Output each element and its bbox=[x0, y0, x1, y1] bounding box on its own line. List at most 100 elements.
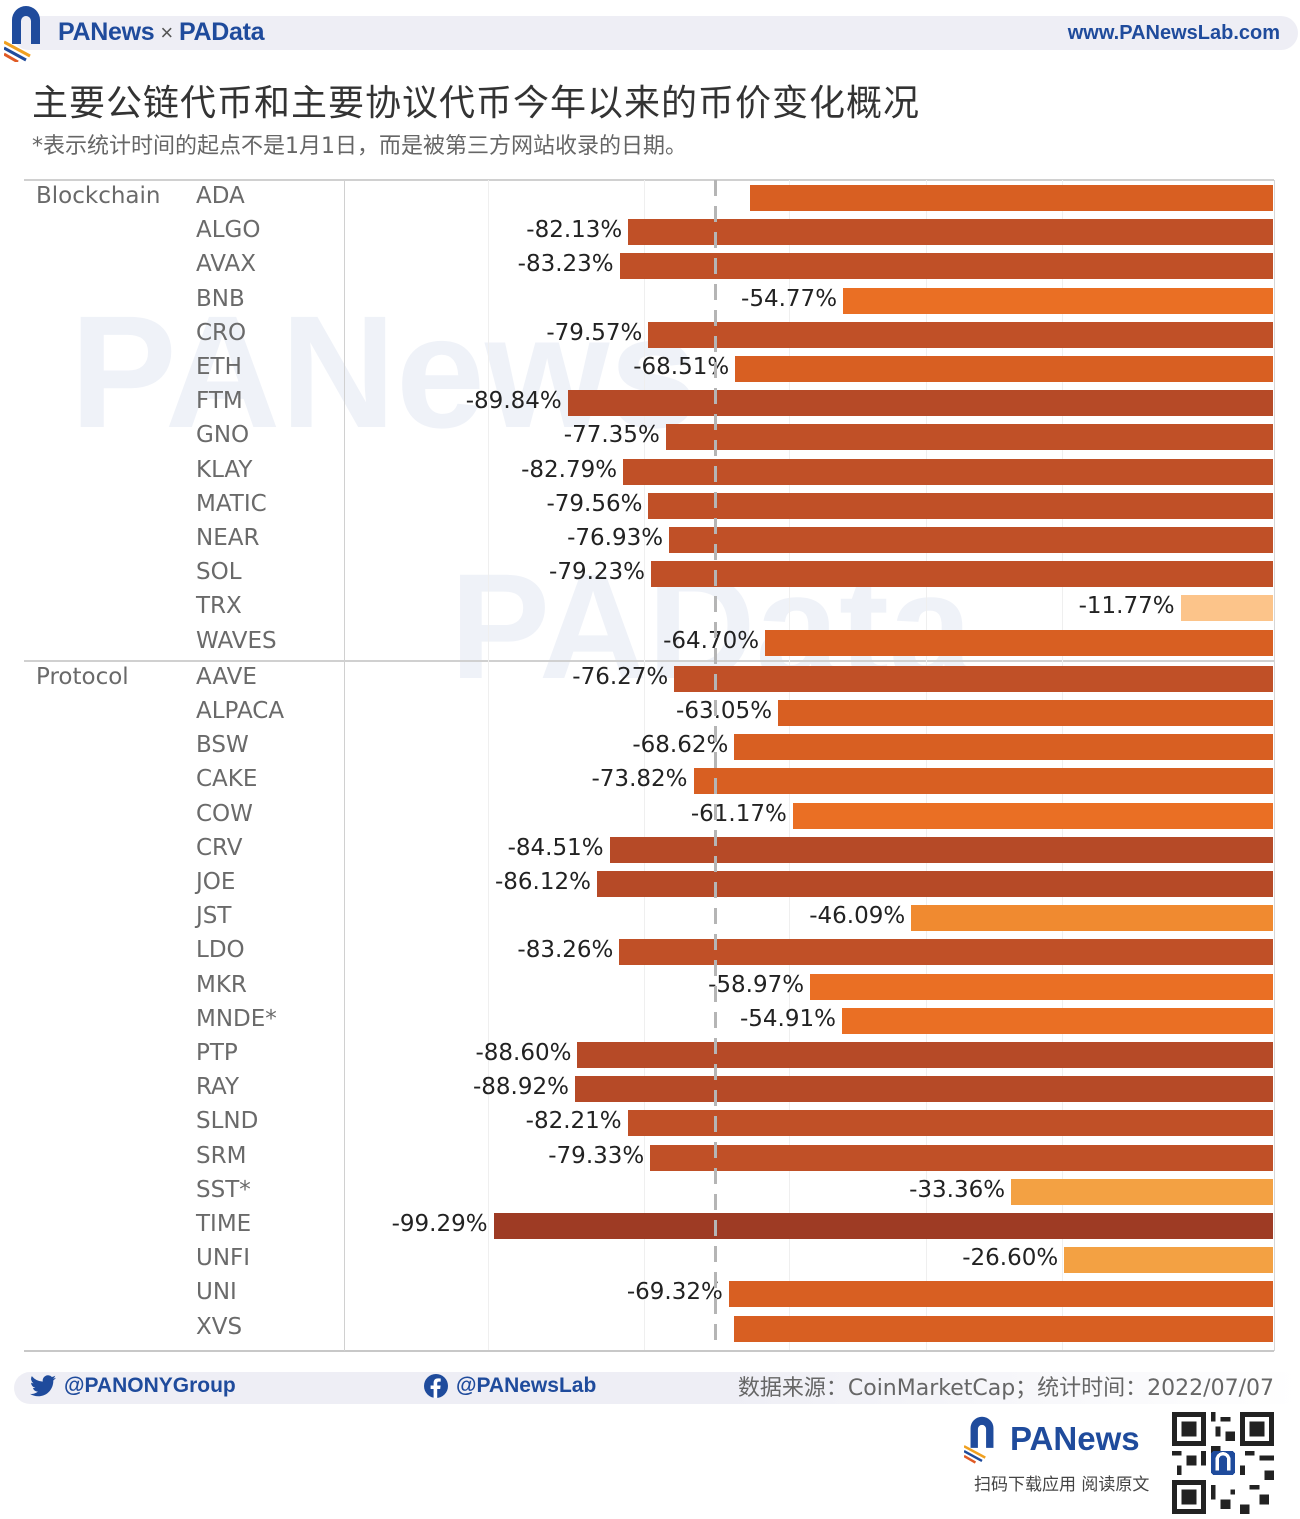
chart-title: 主要公链代币和主要协议代币今年以来的币价变化概况 bbox=[32, 83, 921, 124]
category-label: CRV bbox=[196, 834, 243, 861]
bar-algo[interactable] bbox=[628, 219, 1273, 246]
brand-padata: PAData bbox=[178, 18, 265, 46]
bar-bsw[interactable] bbox=[734, 734, 1273, 761]
value-label: -82.79% bbox=[521, 456, 618, 483]
gridline bbox=[644, 180, 645, 1350]
bar-eth[interactable] bbox=[735, 356, 1273, 382]
bar-bnb[interactable] bbox=[843, 287, 1273, 314]
bar-xvs[interactable] bbox=[733, 1315, 1273, 1342]
category-label: CRO bbox=[196, 319, 247, 346]
category-label: XVS bbox=[196, 1313, 243, 1340]
category-label: ETH bbox=[196, 354, 242, 380]
bar-jst[interactable] bbox=[911, 905, 1273, 932]
bar-near[interactable] bbox=[669, 527, 1273, 553]
value-label: -79.23% bbox=[549, 559, 646, 586]
category-label: WAVES bbox=[196, 627, 277, 654]
facebook-icon bbox=[424, 1374, 448, 1398]
bar-avax[interactable] bbox=[619, 253, 1273, 280]
chart-subtitle: *表示统计时间的起点不是1月1日，而是被第三方网站收录的日期。 bbox=[32, 134, 687, 159]
value-label: -86.12% bbox=[494, 869, 591, 895]
value-label: -84.51% bbox=[507, 834, 604, 861]
qr-code-icon[interactable] bbox=[1172, 1412, 1274, 1514]
bar-cake[interactable] bbox=[693, 768, 1273, 795]
bar-gno[interactable] bbox=[665, 424, 1273, 451]
category-label: ADA bbox=[196, 183, 245, 209]
category-label: KLAY bbox=[196, 456, 253, 483]
value-label: -79.33% bbox=[548, 1142, 645, 1169]
bar-sst[interactable] bbox=[1011, 1178, 1273, 1205]
download-cta: 扫码下载应用 阅读原文 bbox=[974, 1475, 1150, 1495]
bar-cow[interactable] bbox=[792, 802, 1273, 829]
footer-bar bbox=[14, 1372, 1300, 1404]
bar-joe[interactable] bbox=[596, 871, 1273, 897]
bar-time[interactable] bbox=[493, 1213, 1273, 1239]
bar-klay[interactable] bbox=[623, 458, 1273, 485]
category-label: RAY bbox=[196, 1074, 240, 1101]
facebook-handle-text: @PANewsLab bbox=[456, 1374, 597, 1397]
category-label: LDO bbox=[196, 937, 245, 964]
bar-srm[interactable] bbox=[650, 1144, 1273, 1171]
gridline bbox=[926, 180, 927, 1350]
value-label: -68.62% bbox=[632, 732, 729, 759]
value-label: -99.29% bbox=[391, 1211, 488, 1237]
footer-brand: PANews bbox=[1010, 1420, 1140, 1457]
category-label: MKR bbox=[196, 971, 247, 998]
bar-ptp[interactable] bbox=[577, 1042, 1273, 1068]
value-label: -26.60% bbox=[962, 1245, 1059, 1272]
category-label: BSW bbox=[196, 732, 249, 759]
frame-right bbox=[1274, 180, 1275, 1351]
value-label: -58.97% bbox=[708, 971, 805, 998]
category-label: JOE bbox=[196, 869, 236, 895]
group-divider bbox=[24, 660, 1274, 662]
bar-mkr[interactable] bbox=[810, 973, 1273, 1000]
website-link[interactable]: www.PANewsLab.com bbox=[1067, 22, 1280, 44]
value-label: -79.57% bbox=[546, 319, 643, 346]
twitter-handle-text: @PANONYGroup bbox=[64, 1374, 236, 1397]
bar-aave[interactable] bbox=[674, 665, 1273, 692]
category-label: SST* bbox=[196, 1176, 251, 1203]
gridline bbox=[789, 180, 790, 1350]
value-label: -33.36% bbox=[909, 1176, 1006, 1203]
bar-waves[interactable] bbox=[765, 629, 1273, 656]
bar-ftm[interactable] bbox=[567, 390, 1273, 417]
category-label: COW bbox=[196, 800, 253, 827]
bar-sol[interactable] bbox=[651, 561, 1273, 588]
bar-slnd[interactable] bbox=[627, 1110, 1273, 1137]
bar-matic[interactable] bbox=[648, 492, 1273, 519]
category-label: TRX bbox=[196, 593, 242, 620]
group-label-blockchain: Blockchain bbox=[36, 183, 161, 209]
data-source: 数据来源：CoinMarketCap；统计时间：2022/07/07 bbox=[737, 1376, 1274, 1401]
value-label: -83.26% bbox=[517, 937, 614, 964]
frame-top bbox=[24, 179, 1274, 181]
brand-title: PANews × PAData bbox=[58, 18, 265, 47]
category-label: JST bbox=[196, 903, 232, 930]
bar-ldo[interactable] bbox=[619, 939, 1273, 966]
category-label: CAKE bbox=[196, 766, 258, 793]
value-label: -54.91% bbox=[739, 1005, 836, 1032]
facebook-handle[interactable]: @PANewsLab bbox=[424, 1374, 596, 1398]
category-label: ALPACA bbox=[196, 698, 285, 724]
value-label: -83.23% bbox=[517, 251, 614, 278]
bar-alpaca[interactable] bbox=[778, 700, 1273, 726]
label-column-separator bbox=[344, 180, 345, 1351]
value-label: -88.92% bbox=[472, 1074, 569, 1101]
bar-mnde[interactable] bbox=[841, 1007, 1273, 1034]
bar-uni[interactable] bbox=[728, 1281, 1273, 1308]
twitter-handle[interactable]: @PANONYGroup bbox=[30, 1374, 236, 1398]
value-label: -77.35% bbox=[563, 422, 660, 449]
bar-trx[interactable] bbox=[1180, 595, 1273, 622]
bar-ada[interactable] bbox=[750, 185, 1273, 211]
bar-cro[interactable] bbox=[648, 321, 1273, 348]
bar-crv[interactable] bbox=[609, 836, 1273, 863]
bar-unfi[interactable] bbox=[1064, 1247, 1273, 1274]
category-label: ALGO bbox=[196, 217, 261, 244]
bar-ray[interactable] bbox=[574, 1076, 1273, 1103]
value-label: -69.32% bbox=[626, 1279, 723, 1306]
brand-panews: PANews bbox=[58, 18, 155, 46]
category-label: MNDE* bbox=[196, 1005, 277, 1032]
value-label: -73.82% bbox=[591, 766, 688, 793]
value-label: -46.09% bbox=[809, 903, 906, 930]
category-label: MATIC bbox=[196, 490, 267, 517]
value-label: -61.17% bbox=[690, 800, 787, 827]
